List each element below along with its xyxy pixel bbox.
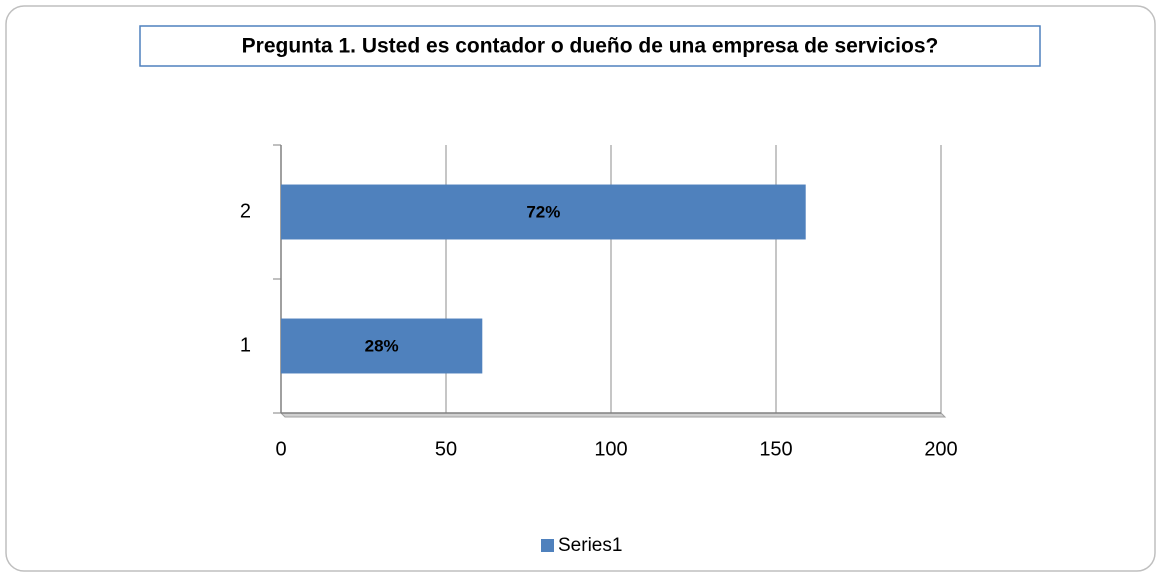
y-tick-label: 1 — [240, 334, 251, 356]
title-box — [139, 25, 1041, 67]
axis-shadow — [280, 412, 947, 418]
bar — [281, 318, 483, 374]
data-label: 28% — [365, 336, 399, 355]
x-tick-label: 0 — [275, 438, 286, 460]
chart-frame — [5, 5, 1156, 572]
x-tick-label: 200 — [924, 438, 957, 460]
y-tick-label: 2 — [240, 200, 251, 222]
x-tick-label: 100 — [594, 438, 627, 460]
legend-swatch — [541, 539, 554, 552]
bar — [281, 184, 806, 240]
chart-title: Pregunta 1. Usted es contador o dueño de… — [242, 35, 939, 58]
x-tick-label: 150 — [759, 438, 792, 460]
data-label: 72% — [526, 202, 560, 221]
legend-label: Series1 — [558, 535, 622, 556]
x-tick-label: 50 — [435, 438, 457, 460]
